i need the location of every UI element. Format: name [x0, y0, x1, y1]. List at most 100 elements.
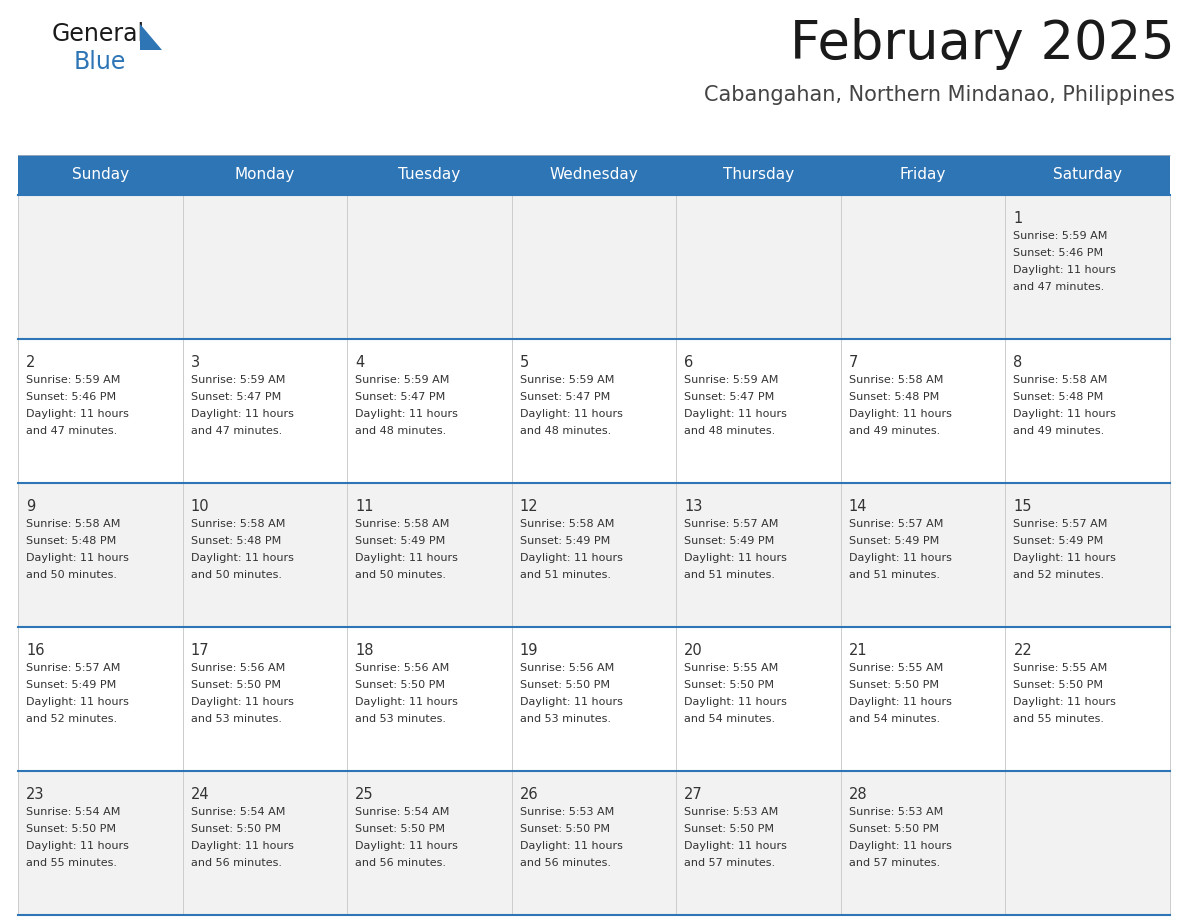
- Text: and 53 minutes.: and 53 minutes.: [519, 714, 611, 724]
- Text: Daylight: 11 hours: Daylight: 11 hours: [1013, 697, 1117, 707]
- Text: Sunset: 5:50 PM: Sunset: 5:50 PM: [684, 680, 775, 690]
- Text: Daylight: 11 hours: Daylight: 11 hours: [26, 409, 128, 419]
- Text: 21: 21: [849, 643, 867, 658]
- Text: and 51 minutes.: and 51 minutes.: [519, 570, 611, 580]
- Text: Sunset: 5:47 PM: Sunset: 5:47 PM: [355, 392, 446, 402]
- Text: Daylight: 11 hours: Daylight: 11 hours: [190, 553, 293, 563]
- Text: Sunrise: 5:57 AM: Sunrise: 5:57 AM: [1013, 519, 1107, 529]
- Text: 1: 1: [1013, 211, 1023, 226]
- Text: Sunset: 5:50 PM: Sunset: 5:50 PM: [26, 824, 116, 834]
- Text: Sunrise: 5:57 AM: Sunrise: 5:57 AM: [26, 663, 120, 673]
- Text: Sunrise: 5:54 AM: Sunrise: 5:54 AM: [190, 807, 285, 817]
- Text: Sunrise: 5:55 AM: Sunrise: 5:55 AM: [684, 663, 778, 673]
- Text: Sunset: 5:47 PM: Sunset: 5:47 PM: [519, 392, 609, 402]
- Text: Sunset: 5:50 PM: Sunset: 5:50 PM: [519, 824, 609, 834]
- Bar: [18, 155, 1170, 195]
- Text: 2: 2: [26, 355, 36, 370]
- Text: Sunset: 5:49 PM: Sunset: 5:49 PM: [519, 536, 609, 546]
- Text: Sunset: 5:50 PM: Sunset: 5:50 PM: [849, 824, 939, 834]
- Text: Blue: Blue: [74, 50, 126, 74]
- Text: 20: 20: [684, 643, 703, 658]
- Text: and 57 minutes.: and 57 minutes.: [684, 858, 776, 868]
- Text: 14: 14: [849, 499, 867, 514]
- Text: 17: 17: [190, 643, 209, 658]
- Text: Sunrise: 5:54 AM: Sunrise: 5:54 AM: [355, 807, 449, 817]
- Text: Daylight: 11 hours: Daylight: 11 hours: [519, 841, 623, 851]
- Text: Sunset: 5:49 PM: Sunset: 5:49 PM: [849, 536, 939, 546]
- Text: and 51 minutes.: and 51 minutes.: [849, 570, 940, 580]
- Text: Sunset: 5:49 PM: Sunset: 5:49 PM: [355, 536, 446, 546]
- Text: Sunset: 5:50 PM: Sunset: 5:50 PM: [190, 680, 280, 690]
- Text: Sunrise: 5:58 AM: Sunrise: 5:58 AM: [1013, 375, 1107, 385]
- Bar: [18, 771, 1170, 915]
- Text: Daylight: 11 hours: Daylight: 11 hours: [355, 553, 459, 563]
- Text: and 53 minutes.: and 53 minutes.: [190, 714, 282, 724]
- Text: Daylight: 11 hours: Daylight: 11 hours: [1013, 409, 1117, 419]
- Text: and 54 minutes.: and 54 minutes.: [684, 714, 776, 724]
- Text: Sunrise: 5:59 AM: Sunrise: 5:59 AM: [190, 375, 285, 385]
- Bar: [18, 195, 1170, 339]
- Text: Sunrise: 5:57 AM: Sunrise: 5:57 AM: [849, 519, 943, 529]
- Text: and 48 minutes.: and 48 minutes.: [355, 426, 447, 436]
- Text: 22: 22: [1013, 643, 1032, 658]
- Text: and 48 minutes.: and 48 minutes.: [519, 426, 611, 436]
- Text: and 51 minutes.: and 51 minutes.: [684, 570, 776, 580]
- Text: 12: 12: [519, 499, 538, 514]
- Text: February 2025: February 2025: [790, 18, 1175, 70]
- Text: and 50 minutes.: and 50 minutes.: [355, 570, 447, 580]
- Text: 24: 24: [190, 787, 209, 802]
- Text: General: General: [52, 22, 145, 46]
- Text: Sunrise: 5:58 AM: Sunrise: 5:58 AM: [26, 519, 120, 529]
- Text: Sunset: 5:47 PM: Sunset: 5:47 PM: [190, 392, 280, 402]
- Text: 7: 7: [849, 355, 858, 370]
- Text: Sunset: 5:49 PM: Sunset: 5:49 PM: [1013, 536, 1104, 546]
- Text: Daylight: 11 hours: Daylight: 11 hours: [684, 409, 788, 419]
- Text: Sunrise: 5:58 AM: Sunrise: 5:58 AM: [355, 519, 449, 529]
- Text: Sunrise: 5:56 AM: Sunrise: 5:56 AM: [355, 663, 449, 673]
- Text: Sunset: 5:49 PM: Sunset: 5:49 PM: [26, 680, 116, 690]
- Text: Saturday: Saturday: [1054, 167, 1123, 183]
- Text: Sunset: 5:50 PM: Sunset: 5:50 PM: [190, 824, 280, 834]
- Text: Sunset: 5:50 PM: Sunset: 5:50 PM: [849, 680, 939, 690]
- Text: Sunrise: 5:59 AM: Sunrise: 5:59 AM: [519, 375, 614, 385]
- Text: Daylight: 11 hours: Daylight: 11 hours: [355, 841, 459, 851]
- Text: Daylight: 11 hours: Daylight: 11 hours: [190, 409, 293, 419]
- Text: and 48 minutes.: and 48 minutes.: [684, 426, 776, 436]
- Text: and 56 minutes.: and 56 minutes.: [190, 858, 282, 868]
- Text: Sunrise: 5:59 AM: Sunrise: 5:59 AM: [1013, 231, 1107, 241]
- Text: Sunset: 5:46 PM: Sunset: 5:46 PM: [1013, 248, 1104, 258]
- Text: and 53 minutes.: and 53 minutes.: [355, 714, 447, 724]
- Text: Daylight: 11 hours: Daylight: 11 hours: [190, 841, 293, 851]
- Text: and 49 minutes.: and 49 minutes.: [1013, 426, 1105, 436]
- Text: 19: 19: [519, 643, 538, 658]
- Text: Daylight: 11 hours: Daylight: 11 hours: [355, 697, 459, 707]
- Text: Daylight: 11 hours: Daylight: 11 hours: [519, 553, 623, 563]
- Text: Sunrise: 5:59 AM: Sunrise: 5:59 AM: [26, 375, 120, 385]
- Text: 10: 10: [190, 499, 209, 514]
- Text: 16: 16: [26, 643, 44, 658]
- Text: Sunrise: 5:56 AM: Sunrise: 5:56 AM: [190, 663, 285, 673]
- Text: Daylight: 11 hours: Daylight: 11 hours: [1013, 553, 1117, 563]
- Text: Sunrise: 5:55 AM: Sunrise: 5:55 AM: [849, 663, 943, 673]
- Text: and 56 minutes.: and 56 minutes.: [519, 858, 611, 868]
- Text: 3: 3: [190, 355, 200, 370]
- Bar: [18, 483, 1170, 627]
- Text: Friday: Friday: [901, 167, 947, 183]
- Text: 27: 27: [684, 787, 703, 802]
- Text: Sunrise: 5:58 AM: Sunrise: 5:58 AM: [190, 519, 285, 529]
- Text: and 54 minutes.: and 54 minutes.: [849, 714, 940, 724]
- Text: and 47 minutes.: and 47 minutes.: [26, 426, 118, 436]
- Text: Sunrise: 5:53 AM: Sunrise: 5:53 AM: [849, 807, 943, 817]
- Text: and 52 minutes.: and 52 minutes.: [26, 714, 118, 724]
- Text: 8: 8: [1013, 355, 1023, 370]
- Text: 13: 13: [684, 499, 702, 514]
- Text: and 47 minutes.: and 47 minutes.: [190, 426, 282, 436]
- Text: Daylight: 11 hours: Daylight: 11 hours: [26, 697, 128, 707]
- Text: 18: 18: [355, 643, 374, 658]
- Text: 6: 6: [684, 355, 694, 370]
- Text: Sunset: 5:48 PM: Sunset: 5:48 PM: [26, 536, 116, 546]
- Text: Monday: Monday: [235, 167, 295, 183]
- Text: Daylight: 11 hours: Daylight: 11 hours: [849, 841, 952, 851]
- Bar: [18, 627, 1170, 771]
- Text: 11: 11: [355, 499, 374, 514]
